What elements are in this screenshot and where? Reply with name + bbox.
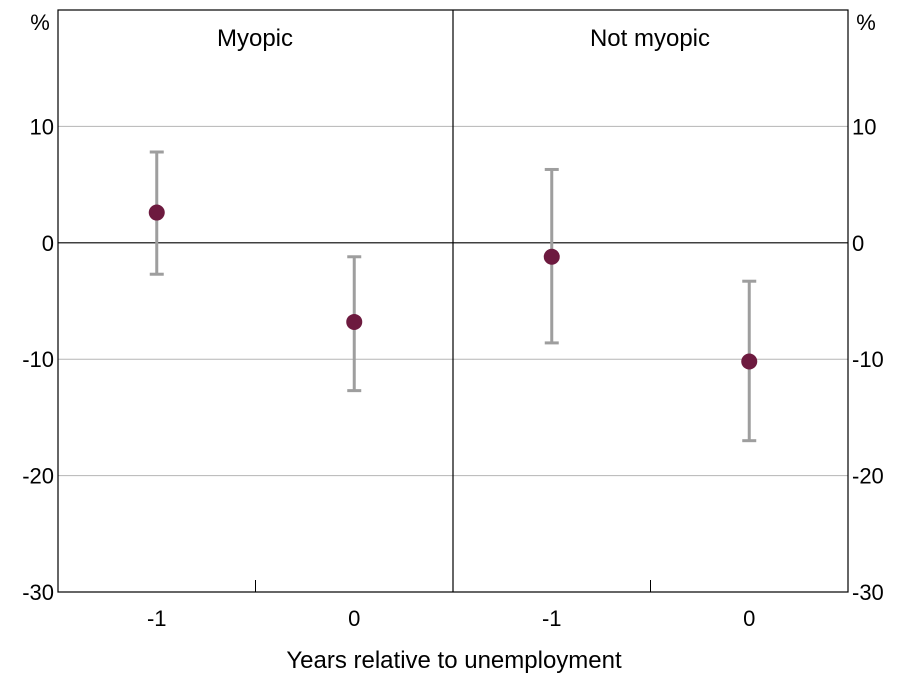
y-unit-label-right: % xyxy=(856,10,876,35)
x-tick-label: -1 xyxy=(542,606,562,631)
y-tick-label-left: -20 xyxy=(22,464,54,489)
y-tick-label-left: -30 xyxy=(22,580,54,605)
y-tick-label-left: 10 xyxy=(30,114,54,139)
data-point xyxy=(543,248,560,265)
y-unit-label-left: % xyxy=(30,10,50,35)
y-tick-label-right: -10 xyxy=(852,347,884,372)
panel-title-myopic: Myopic xyxy=(217,25,293,52)
y-tick-label-left: 0 xyxy=(42,231,54,256)
y-tick-label-left: -10 xyxy=(22,347,54,372)
data-points xyxy=(148,204,758,370)
data-point xyxy=(148,204,165,221)
panel-title-not-myopic: Not myopic xyxy=(590,25,710,52)
axes xyxy=(57,9,849,593)
x-axis-title: Years relative to unemployment xyxy=(286,647,622,673)
x-tick-label: -1 xyxy=(147,606,167,631)
x-tick-label: 0 xyxy=(743,606,755,631)
y-tick-label-right: 0 xyxy=(852,231,864,256)
labels: % % Myopic Not myopic Years relative to … xyxy=(22,10,884,673)
y-tick-label-right: -30 xyxy=(852,580,884,605)
y-tick-label-right: -20 xyxy=(852,464,884,489)
y-tick-label-right: 10 xyxy=(852,114,876,139)
data-point xyxy=(741,353,758,370)
x-tick-label: 0 xyxy=(348,606,360,631)
data-point xyxy=(346,313,363,330)
